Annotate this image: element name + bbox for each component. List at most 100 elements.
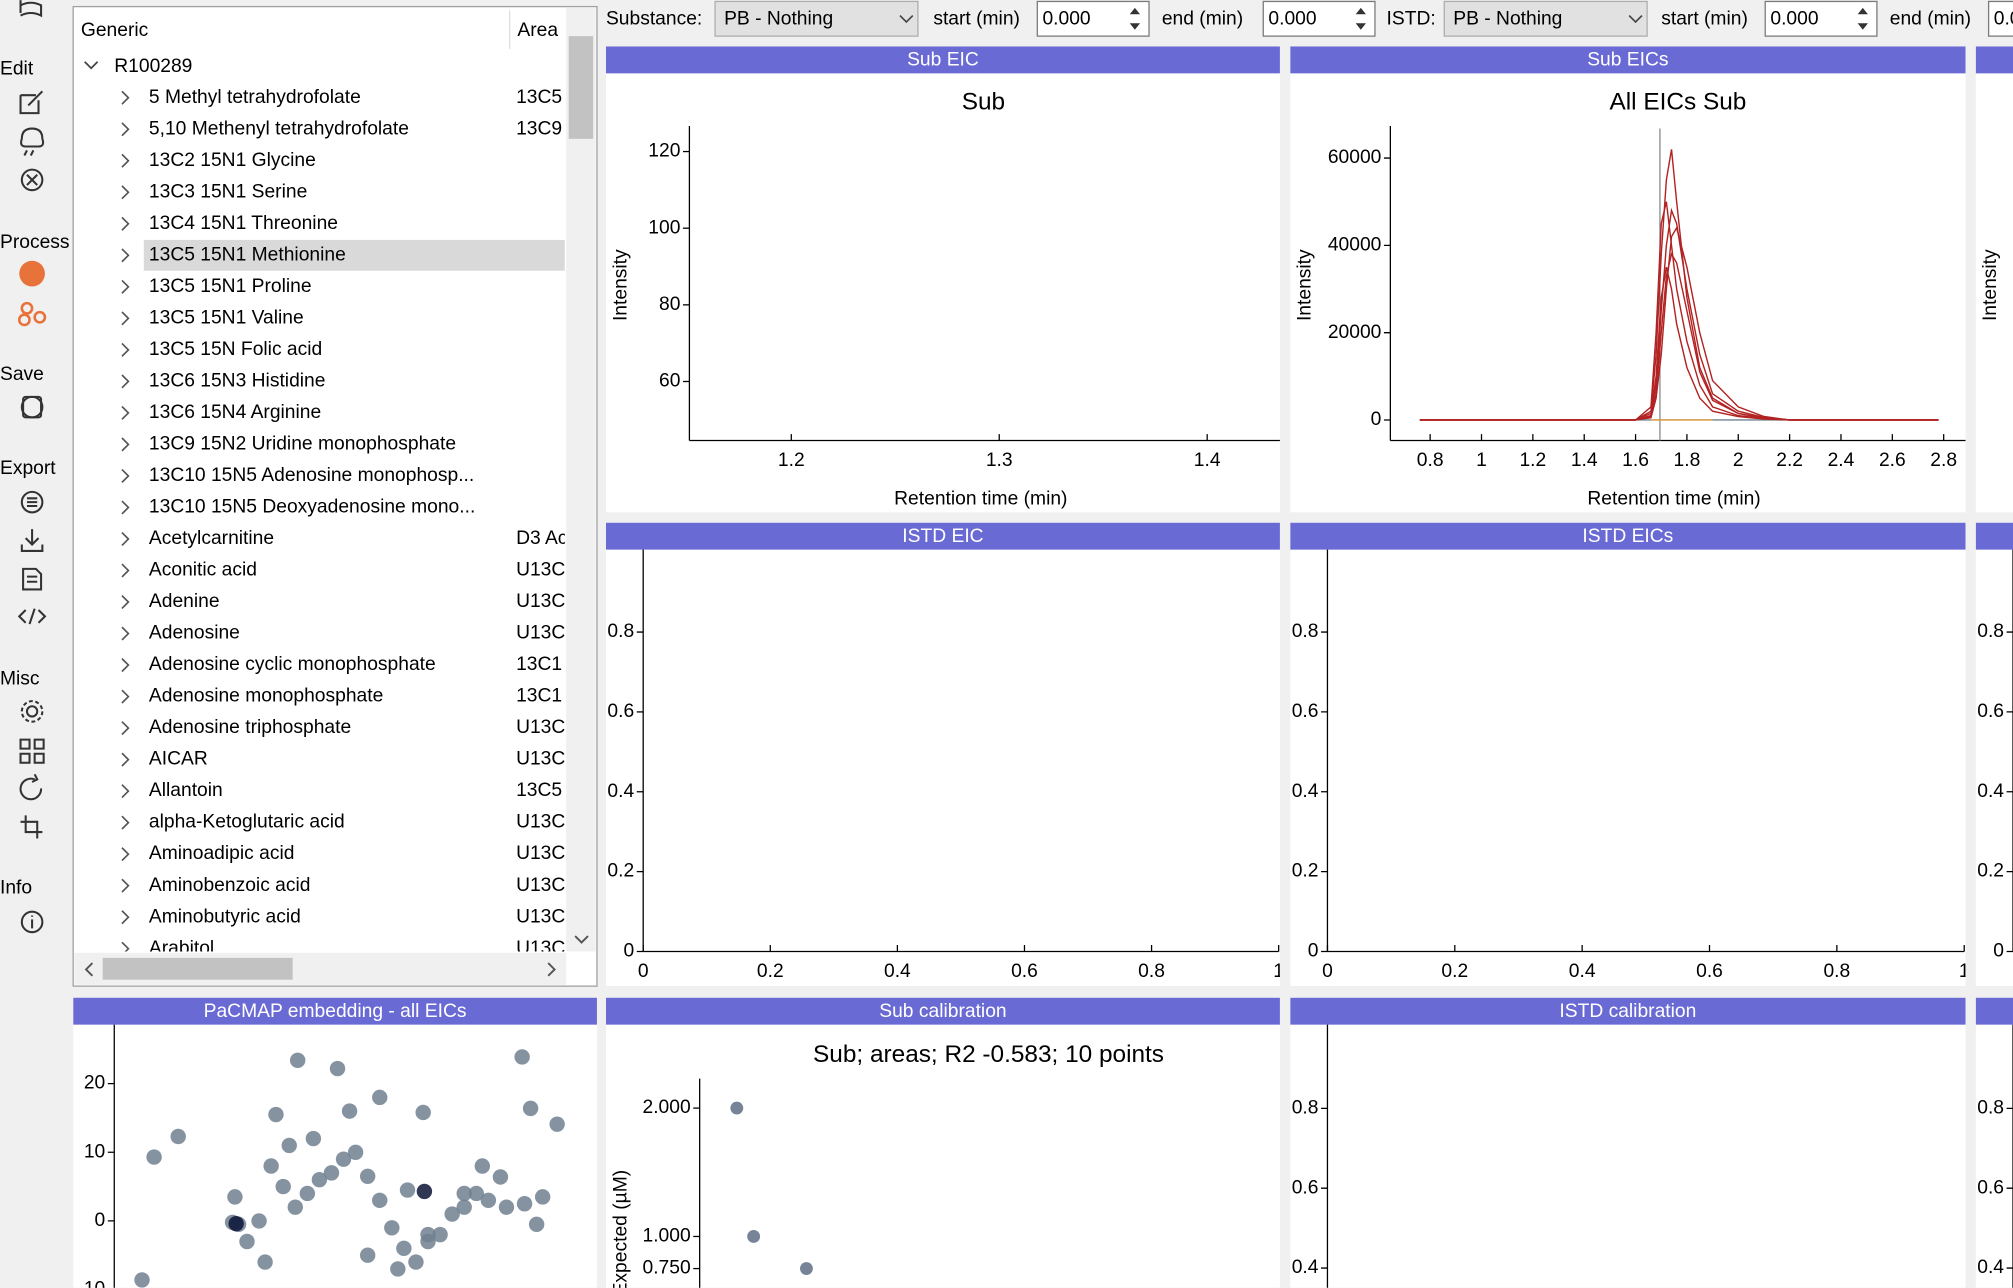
tree-item[interactable]: Aminoadipic acid — [149, 843, 295, 864]
tree-item[interactable]: 13C4 15N1 Threonine — [149, 213, 338, 234]
row-chevron[interactable] — [121, 279, 130, 294]
tree-item[interactable]: 13C5 15N1 Methionine — [149, 244, 346, 265]
tree-item[interactable]: Aminobutyric acid — [149, 906, 301, 927]
icon-process-all[interactable] — [20, 301, 34, 315]
tree-item[interactable]: 5 Methyl tetrahydrofolate — [149, 87, 361, 108]
tree-item[interactable]: Adenine — [149, 591, 220, 612]
tree-item[interactable]: 13C10 15N5 Deoxyadenosine mono... — [149, 497, 475, 518]
spin-box[interactable] — [1036, 0, 1150, 37]
row-chevron[interactable] — [121, 563, 130, 578]
toolbar-label: end (min) — [1890, 9, 1971, 30]
row-chevron[interactable] — [121, 216, 130, 231]
icon-import[interactable] — [20, 529, 44, 552]
icon-refresh[interactable] — [19, 773, 43, 801]
row-chevron[interactable] — [121, 437, 130, 452]
tree-item[interactable]: Adenosine monophosphate — [149, 686, 383, 707]
v-scrollbar[interactable] — [566, 7, 596, 952]
tree-item[interactable]: 13C5 15N1 Valine — [149, 307, 304, 328]
icon-list[interactable] — [20, 490, 44, 514]
row-chevron[interactable] — [121, 595, 130, 610]
v-scroll-thumb[interactable] — [568, 36, 594, 139]
h-scroll-thumb[interactable] — [102, 957, 293, 980]
row-chevron[interactable] — [121, 374, 130, 389]
row-chevron[interactable] — [121, 784, 130, 799]
icon-process[interactable] — [19, 260, 45, 287]
row-chevron[interactable] — [121, 342, 130, 357]
point — [492, 1169, 509, 1185]
tree-item[interactable]: Arabitol — [149, 938, 214, 959]
tree-item[interactable]: Aconitic acid — [149, 560, 257, 581]
row-chevron[interactable] — [121, 689, 130, 704]
tree-item[interactable]: Aminobenzoic acid — [149, 875, 311, 896]
tree-item[interactable]: Allantoin — [149, 780, 223, 801]
row-chevron[interactable] — [121, 658, 130, 673]
panel-title: ISTD EIC — [902, 526, 983, 547]
row-chevron[interactable] — [121, 721, 130, 736]
panel-title: Sub EICs — [1587, 50, 1668, 71]
icon-crop[interactable] — [20, 815, 43, 839]
tree-item[interactable]: 13C6 15N3 Histidine — [149, 370, 326, 391]
row-chevron[interactable] — [121, 531, 130, 546]
row-chevron[interactable] — [121, 910, 130, 925]
icon-document[interactable] — [22, 567, 43, 591]
tree-item[interactable]: Adenosine — [149, 623, 240, 644]
row-chevron[interactable] — [121, 468, 130, 483]
point — [396, 1240, 412, 1257]
icon-edit[interactable] — [19, 90, 44, 115]
scroll-arrows[interactable] — [84, 935, 589, 977]
icon-cloud[interactable] — [20, 127, 45, 156]
icon-info[interactable] — [20, 910, 44, 934]
spin-arrows[interactable] — [1355, 7, 1366, 30]
row-chevron[interactable] — [121, 815, 130, 830]
tree-item[interactable]: 13C10 15N5 Adenosine monophosp... — [149, 465, 474, 486]
row-chevron[interactable] — [121, 752, 130, 767]
row-chevron[interactable] — [121, 405, 130, 420]
icon-book[interactable] — [19, 0, 43, 18]
combo-box[interactable] — [1443, 0, 1648, 37]
row-chevron[interactable] — [121, 185, 130, 200]
spin-arrows[interactable] — [1129, 7, 1141, 30]
x-tick-label: 1 — [1476, 450, 1487, 471]
tree-item[interactable]: 5,10 Methenyl tetrahydrofolate — [149, 118, 409, 139]
combo-box[interactable] — [714, 0, 919, 37]
clip-group: Sub EICs All EICs Sub Intensity Retention t… — [1290, 46, 1966, 513]
tree-item[interactable]: 13C5 15N1 Proline — [149, 276, 312, 297]
toolbar-label: start (min) — [933, 9, 1020, 30]
tree-item[interactable]: AICAR — [149, 749, 208, 770]
point — [474, 1158, 491, 1174]
icon-code[interactable] — [17, 608, 47, 625]
row-chevron[interactable] — [121, 847, 130, 862]
spin-box[interactable] — [1987, 0, 2013, 37]
tree-item[interactable]: alpha-Ketoglutaric acid — [149, 812, 345, 833]
tree-item[interactable]: 13C3 15N1 Serine — [149, 181, 307, 202]
clip-group: ISTD calibration 0.4 0.6 0.8 — [1290, 997, 1966, 1288]
icon-cancel[interactable] — [20, 168, 44, 192]
row-chevron[interactable] — [121, 626, 130, 641]
spin-box[interactable] — [1262, 0, 1376, 37]
row-chevron[interactable] — [121, 311, 130, 326]
icon-grid[interactable] — [19, 738, 45, 764]
point — [329, 1060, 346, 1077]
point — [522, 1100, 539, 1117]
sidebar-section: Export — [0, 458, 56, 479]
icon-save[interactable] — [22, 395, 43, 419]
y-tick-label: 0.8 — [1292, 1097, 1319, 1118]
spin-arrows[interactable] — [1857, 7, 1868, 30]
row-chevron[interactable] — [121, 248, 130, 263]
row-chevron[interactable] — [121, 153, 130, 168]
row-chevron[interactable] — [121, 941, 130, 955]
tree-item[interactable]: Adenosine triphosphate — [149, 717, 351, 738]
row-chevron[interactable] — [121, 878, 130, 893]
tree-item[interactable]: 13C6 15N4 Arginine — [149, 402, 321, 423]
tree-item[interactable]: Acetylcarnitine — [149, 528, 274, 549]
row-chevron[interactable] — [121, 90, 130, 105]
tree-item[interactable]: 13C5 15N Folic acid — [149, 339, 322, 360]
icon-settings[interactable] — [25, 705, 39, 718]
tree-item[interactable]: Adenosine cyclic monophosphate — [149, 654, 436, 675]
tree-item[interactable]: 13C2 15N1 Glycine — [149, 150, 316, 171]
row-chevron[interactable] — [121, 500, 130, 515]
tree-item[interactable]: 13C9 15N2 Uridine monophosphate — [149, 434, 456, 455]
row-chevron[interactable] — [121, 122, 130, 137]
spin-box[interactable] — [1764, 0, 1878, 37]
